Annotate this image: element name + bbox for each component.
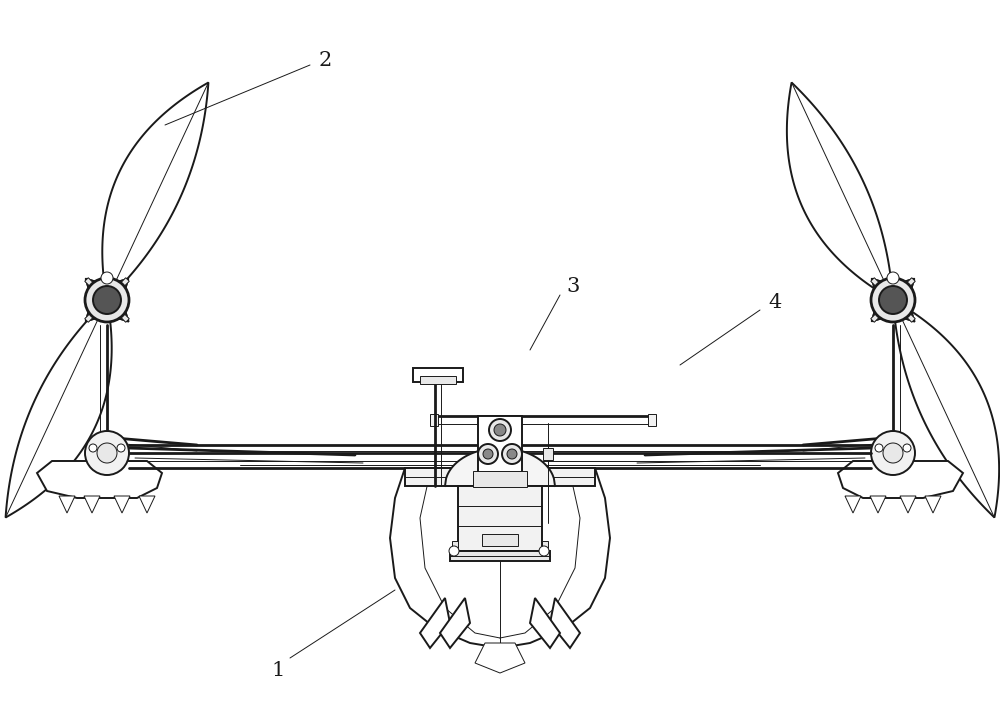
Polygon shape <box>390 468 610 658</box>
Bar <box>413 368 463 382</box>
Polygon shape <box>845 496 861 513</box>
Polygon shape <box>893 300 999 518</box>
Bar <box>85 277 94 287</box>
Bar <box>473 471 527 487</box>
Polygon shape <box>6 300 112 518</box>
Bar <box>450 551 550 561</box>
Polygon shape <box>102 82 208 300</box>
Circle shape <box>883 443 903 463</box>
Polygon shape <box>84 496 100 513</box>
Bar <box>906 313 915 322</box>
Bar <box>478 416 522 474</box>
Circle shape <box>449 546 459 556</box>
Polygon shape <box>925 496 941 513</box>
Circle shape <box>89 444 97 452</box>
Text: 2: 2 <box>318 51 332 69</box>
Bar <box>452 541 458 553</box>
Polygon shape <box>550 598 580 648</box>
Bar <box>906 277 915 287</box>
Bar <box>458 486 542 551</box>
Bar <box>482 534 518 546</box>
Circle shape <box>871 431 915 475</box>
Circle shape <box>502 444 522 464</box>
Circle shape <box>507 449 517 459</box>
Circle shape <box>478 444 498 464</box>
Circle shape <box>539 546 549 556</box>
Polygon shape <box>530 598 560 648</box>
Bar <box>120 313 129 322</box>
Circle shape <box>875 444 883 452</box>
Circle shape <box>117 444 125 452</box>
Bar <box>648 414 656 426</box>
Polygon shape <box>114 496 130 513</box>
Polygon shape <box>37 461 162 498</box>
Bar <box>405 468 595 486</box>
Polygon shape <box>872 279 914 321</box>
Circle shape <box>871 278 915 322</box>
Text: 4: 4 <box>768 292 782 312</box>
Circle shape <box>879 286 907 314</box>
Polygon shape <box>86 279 128 321</box>
Bar <box>871 277 880 287</box>
Polygon shape <box>139 496 155 513</box>
Bar <box>871 313 880 322</box>
Bar <box>430 414 438 426</box>
Polygon shape <box>900 496 916 513</box>
Circle shape <box>85 431 129 475</box>
Circle shape <box>903 444 911 452</box>
Circle shape <box>85 278 129 322</box>
Polygon shape <box>420 598 450 648</box>
Polygon shape <box>787 82 893 300</box>
Bar <box>542 541 548 553</box>
Polygon shape <box>59 496 75 513</box>
Bar <box>543 448 553 460</box>
Polygon shape <box>475 643 525 673</box>
Circle shape <box>93 286 121 314</box>
Polygon shape <box>440 598 470 648</box>
Circle shape <box>887 272 899 284</box>
Circle shape <box>489 419 511 441</box>
Bar <box>420 376 456 384</box>
Circle shape <box>494 424 506 436</box>
Text: 3: 3 <box>566 277 580 295</box>
Polygon shape <box>870 496 886 513</box>
Circle shape <box>483 449 493 459</box>
Polygon shape <box>838 461 963 498</box>
Bar <box>85 313 94 322</box>
Text: 1: 1 <box>271 661 285 679</box>
Bar <box>120 277 129 287</box>
Circle shape <box>101 272 113 284</box>
Circle shape <box>97 443 117 463</box>
